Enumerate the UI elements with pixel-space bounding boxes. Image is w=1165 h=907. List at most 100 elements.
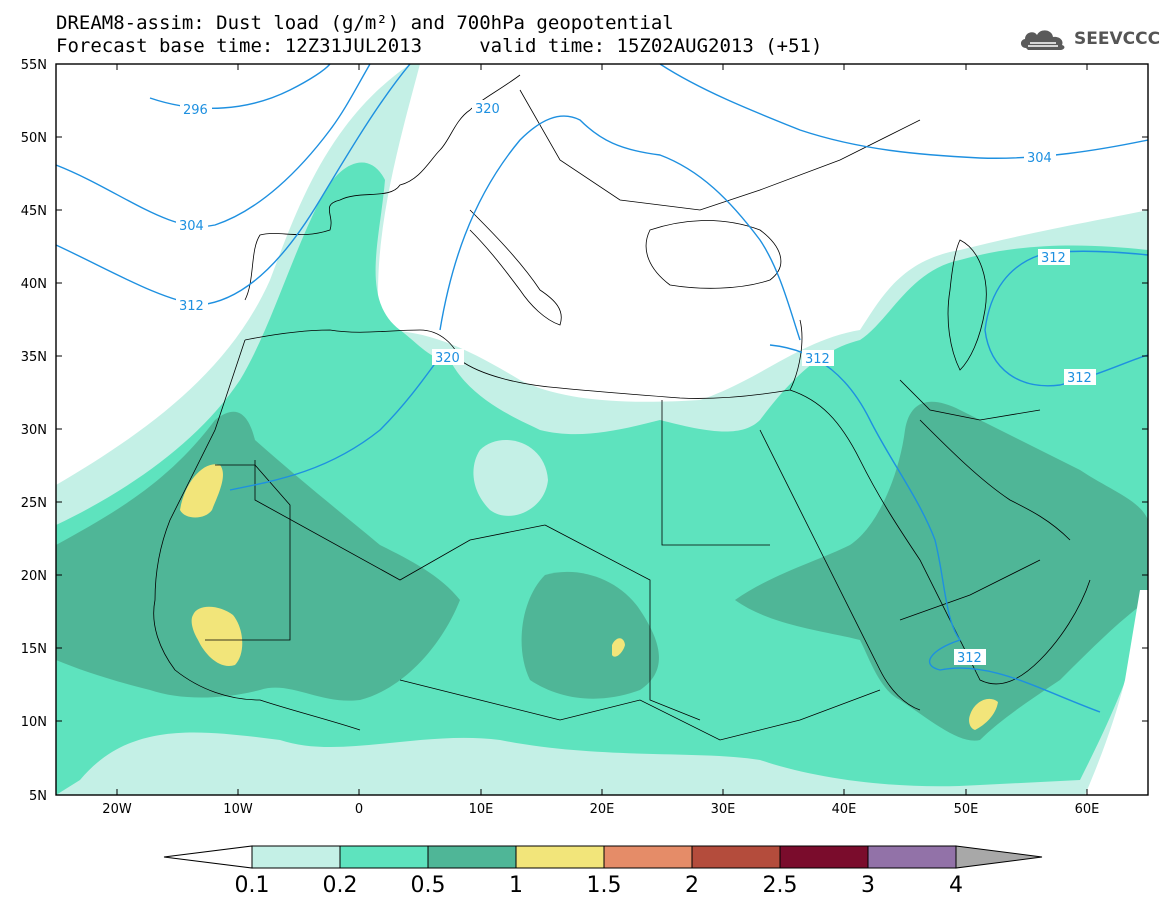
logo-text: SEEVCCC	[1074, 29, 1161, 49]
colorbar-swatch	[867, 845, 957, 869]
colorbar-tick: 0.1	[235, 873, 270, 898]
lon-label: 30E	[711, 802, 736, 817]
contour-label-box	[1038, 249, 1070, 265]
contour-label: 304	[1027, 151, 1052, 166]
contour-label-box	[1064, 369, 1096, 385]
coastline-persian-gulf	[919, 419, 1071, 541]
contour-label: 312	[1041, 251, 1066, 266]
coastline-black-sea	[645, 220, 782, 289]
lon-label: 20W	[102, 802, 132, 817]
contour-line-296	[149, 64, 331, 109]
lat-label: 45N	[21, 204, 47, 219]
contour-label: 304	[179, 219, 204, 234]
colorbar-arrow-high	[955, 845, 1043, 869]
coastline-caspian	[947, 239, 987, 371]
lon-label: 60E	[1075, 802, 1100, 817]
border-iran-iraq	[899, 379, 1041, 421]
colorbar-tick: 4	[949, 873, 963, 898]
contour-label: 312	[957, 651, 982, 666]
map-subtitle: Forecast base time: 12Z31JUL2013 valid t…	[56, 35, 823, 57]
colorbar	[163, 845, 1043, 869]
contour-label: 312	[179, 299, 204, 314]
dust-area-very-light-hole	[473, 440, 548, 516]
contour-line-312-arabia	[769, 344, 1101, 713]
lon-label: 50E	[954, 802, 979, 817]
colorbar-arrow-low	[163, 845, 253, 869]
coastline-italy	[469, 209, 562, 326]
colorbar-swatch	[427, 845, 517, 869]
dust-area-high-chad	[612, 638, 625, 657]
dust-area-medium-west	[56, 411, 460, 701]
border-sudan-chad	[544, 524, 701, 721]
colorbar-swatch	[779, 845, 869, 869]
coastline-west-africa	[153, 339, 361, 731]
lon-ticks	[116, 64, 1088, 795]
lat-label: 30N	[21, 423, 47, 438]
colorbar-tick: 1.5	[587, 873, 622, 898]
border-algeria-mali	[254, 460, 546, 581]
lat-label: 40N	[21, 277, 47, 292]
border-africa-south	[399, 679, 881, 741]
contour-line-320-south	[229, 349, 446, 491]
dust-area-high-mali	[191, 606, 243, 666]
colorbar-swatch	[603, 845, 693, 869]
lat-label: 15N	[21, 642, 47, 657]
dust-area-high-sahara-west	[180, 464, 223, 518]
coastline-mediterranean	[244, 319, 803, 399]
contour-label: 296	[183, 103, 208, 118]
dust-field	[56, 64, 1148, 795]
border-mauritania	[205, 464, 291, 641]
seevccc-logo: SEEVCCC	[1018, 24, 1160, 54]
border-saudi-yemen	[899, 559, 1041, 621]
contour-label-box	[176, 217, 208, 233]
lat-ticks	[56, 63, 1148, 722]
contour-line-304-west	[56, 64, 371, 228]
colorbar-tick: 3	[861, 873, 875, 898]
contour-label: 320	[475, 102, 500, 117]
colorbar-swatch	[691, 845, 781, 869]
map-title: DREAM8-assim: Dust load (g/m²) and 700hP…	[56, 12, 674, 34]
contour-line-304-east	[659, 64, 1148, 159]
colorbar-tick: 2.5	[763, 873, 798, 898]
lat-label: 50N	[21, 131, 47, 146]
colorbar-swatch	[515, 845, 605, 869]
lon-label: 40E	[832, 802, 857, 817]
coastline-europe-atlantic	[244, 74, 521, 301]
lat-label: 55N	[21, 58, 47, 73]
lat-label: 10N	[21, 715, 47, 730]
cloud-icon	[1020, 30, 1065, 50]
contour-label-box	[472, 100, 504, 116]
contour-line-312-west	[56, 64, 411, 306]
lat-labels: 55N 50N 45N 40N 35N 30N 25N 20N 15N 10N …	[21, 58, 47, 804]
lon-label: 10W	[223, 802, 253, 817]
contour-label-box	[954, 649, 986, 665]
forecast-edge-blank	[1085, 590, 1148, 795]
contour-label-box	[176, 297, 208, 313]
colorbar-tick: 0.2	[323, 873, 358, 898]
lat-label: 5N	[29, 789, 47, 804]
contour-label-box	[180, 101, 212, 117]
coastlines-borders	[153, 74, 1091, 741]
lat-label: 35N	[21, 350, 47, 365]
lat-label: 20N	[21, 569, 47, 584]
dust-area-medium-central	[521, 571, 659, 699]
contour-labels: 296 304 312 320 304 312 312 312 312 320	[176, 100, 1096, 666]
contour-label-box	[1024, 149, 1056, 165]
colorbar-tick: 0.5	[411, 873, 446, 898]
contour-label-box	[432, 349, 464, 365]
contour-label: 312	[1067, 371, 1092, 386]
lon-label: 20E	[590, 802, 615, 817]
coastline-red-sea-west	[759, 429, 921, 711]
colorbar-swatch	[339, 845, 429, 869]
contour-label-box	[802, 350, 834, 366]
lon-label: 10E	[469, 802, 494, 817]
colorbar-tick: 1	[509, 873, 523, 898]
colorbar-ticks: 0.1 0.2 0.5 1 1.5 2 2.5 3 4	[235, 873, 964, 898]
lat-label: 25N	[21, 496, 47, 511]
contour-label: 312	[805, 352, 830, 367]
lon-label: 0	[355, 802, 363, 817]
border-libya-egypt	[661, 400, 770, 546]
colorbar-swatch	[251, 845, 341, 869]
